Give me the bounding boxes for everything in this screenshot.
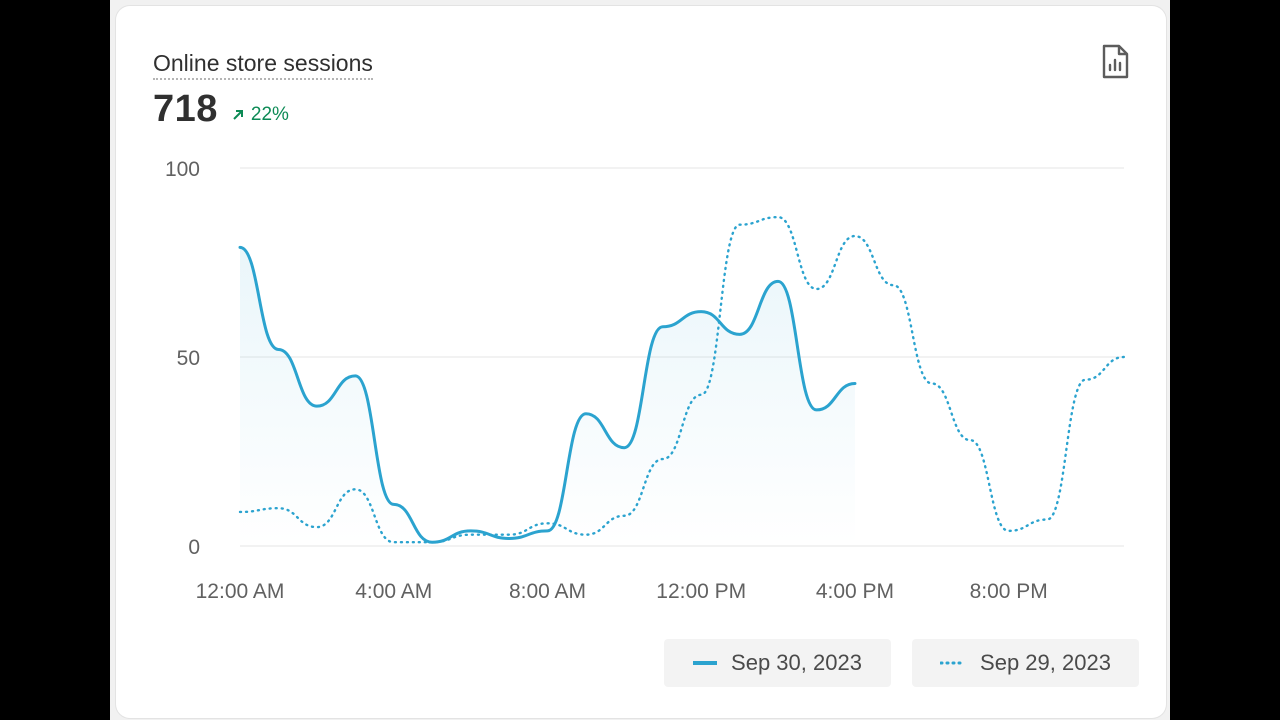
legend-item-previous[interactable]: Sep 29, 2023 (912, 639, 1139, 687)
x-tick-label: 8:00 PM (970, 580, 1048, 603)
x-tick-label: 12:00 PM (656, 580, 746, 603)
legend-label-current: Sep 30, 2023 (731, 650, 862, 675)
y-tick-label: 0 (188, 536, 200, 559)
y-tick-label: 50 (177, 347, 200, 370)
legend-item-current[interactable]: Sep 30, 2023 (664, 639, 891, 687)
x-tick-label: 12:00 AM (196, 580, 285, 603)
metric-change-text: 22% (250, 103, 289, 125)
primary-area-fill (240, 247, 855, 546)
metric-row: 718 22% (153, 88, 289, 131)
dotted-line-swatch-icon (940, 661, 967, 665)
sessions-card: Online store sessions 718 22% 0 50 100 12:0… (116, 6, 1166, 718)
metric-value: 718 (153, 88, 218, 130)
x-tick-label: 4:00 PM (816, 580, 894, 603)
sessions-line-chart: 0 50 100 12:00 AM 4:00 AM 8:00 AM 12:00 PM 4:00… (165, 158, 1126, 603)
legend-label-previous: Sep 29, 2023 (980, 650, 1111, 675)
series-line-current (238, 245, 857, 544)
card-title[interactable]: Online store sessions (153, 50, 373, 80)
x-tick-label: 8:00 AM (509, 580, 586, 603)
arrow-up-right-icon (233, 110, 243, 120)
viewport-background: Online store sessions 718 22% 0 50 100 12:0… (110, 0, 1170, 720)
chart-legend: Sep 30, 2023 Sep 29, 2023 (664, 639, 1139, 687)
y-tick-label: 100 (165, 158, 200, 181)
report-document-icon[interactable] (1100, 44, 1130, 80)
x-tick-label: 4:00 AM (355, 580, 432, 603)
metric-change: 22% (232, 104, 289, 126)
series-line-previous (238, 215, 1126, 544)
solid-line-swatch-icon (693, 661, 718, 665)
